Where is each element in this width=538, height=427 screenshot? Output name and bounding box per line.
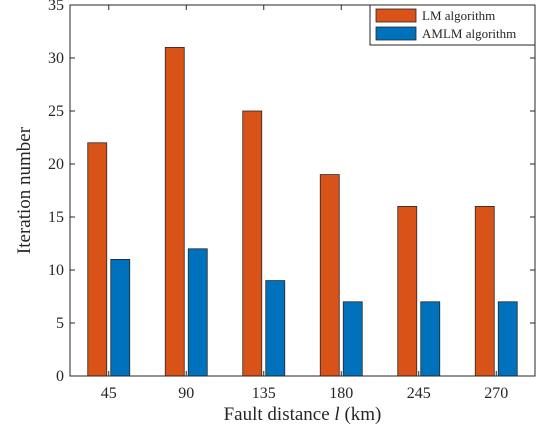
bar-lm-135 [242, 110, 263, 377]
plot-frame [69, 4, 536, 377]
ticks-group [70, 4, 535, 377]
x-axis-label: Fault distance l (km) [224, 404, 382, 425]
bar-lm-45 [87, 142, 108, 377]
bar-lm-90 [164, 47, 185, 377]
y-tick-label: 5 [56, 315, 64, 332]
bar-amlm-45 [110, 258, 131, 377]
y-tick-labels: 0 5 10 15 20 25 30 35 [48, 0, 64, 385]
legend-swatch-lm [375, 8, 417, 23]
x-tick-label: 180 [329, 385, 353, 402]
legend-label-lm: LM algorithm [422, 8, 495, 23]
bar-lm-270 [474, 205, 495, 377]
y-tick-label: 10 [48, 262, 64, 279]
bar-amlm-90 [187, 248, 208, 377]
bar-lm-180 [319, 174, 340, 377]
y-tick-label: 15 [48, 209, 64, 226]
bar-lm-245 [397, 205, 418, 377]
bar-amlm-270 [497, 301, 518, 377]
y-tick-label: 20 [48, 156, 64, 173]
bars-group [87, 47, 518, 377]
y-tick-label: 30 [48, 50, 64, 67]
x-tick-label: 90 [178, 385, 194, 402]
x-tick-labels: 45 90 135 180 245 270 [101, 385, 509, 402]
x-tick-label: 245 [407, 385, 431, 402]
y-tick-label: 25 [48, 103, 64, 120]
legend[interactable]: LM algorithm AMLM algorithm [369, 4, 536, 46]
y-tick-label: 35 [48, 0, 64, 14]
legend-label-amlm: AMLM algorithm [422, 26, 516, 41]
y-tick-label: 0 [56, 368, 64, 385]
bar-amlm-135 [265, 280, 286, 377]
x-tick-label: 45 [101, 385, 117, 402]
x-tick-label: 135 [252, 385, 276, 402]
x-tick-label: 270 [484, 385, 508, 402]
bar-amlm-180 [342, 301, 363, 377]
y-axis-label: Iteration number [14, 126, 35, 254]
legend-swatch-amlm [375, 26, 417, 41]
bar-amlm-245 [420, 301, 441, 377]
